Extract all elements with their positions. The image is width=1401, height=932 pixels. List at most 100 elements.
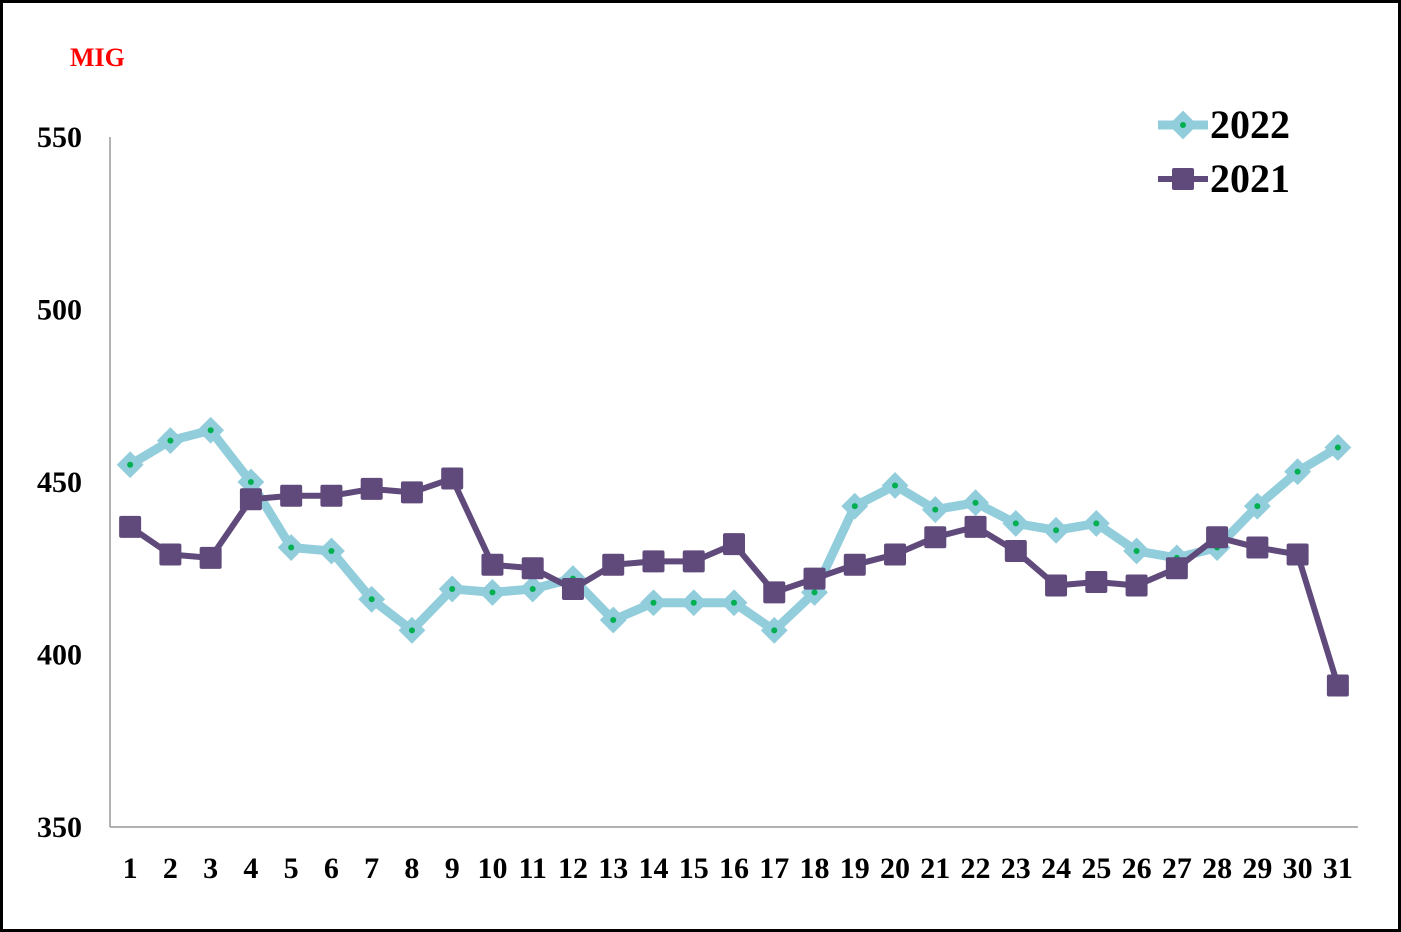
data-point <box>320 484 343 507</box>
y-tick-label: 450 <box>37 466 82 499</box>
data-point-dot <box>932 506 939 513</box>
data-point <box>561 577 584 600</box>
data-point <box>521 557 544 580</box>
x-tick-label: 5 <box>284 852 299 885</box>
data-point <box>1125 574 1148 597</box>
data-point <box>199 546 222 569</box>
x-tick-label: 6 <box>324 852 339 885</box>
data-point <box>481 553 504 576</box>
data-point-dot <box>811 589 818 596</box>
data-point <box>239 488 262 511</box>
data-point <box>964 515 987 538</box>
data-point <box>1165 557 1188 580</box>
data-point-dot <box>731 599 737 606</box>
data-point <box>642 550 665 573</box>
x-tick-label: 3 <box>203 852 218 885</box>
data-point <box>1085 571 1108 594</box>
y-tick-label: 550 <box>37 121 82 154</box>
x-tick-label: 10 <box>477 852 507 885</box>
data-point <box>1286 543 1309 566</box>
data-point-dot <box>408 627 415 634</box>
x-tick-label: 24 <box>1041 852 1071 885</box>
x-tick-label: 23 <box>1001 852 1031 885</box>
x-tick-label: 11 <box>519 852 547 885</box>
data-point-dot <box>1012 520 1019 527</box>
y-tick-label: 400 <box>37 639 82 672</box>
data-point-dot <box>1334 444 1341 451</box>
x-tick-label: 28 <box>1202 852 1232 885</box>
data-point-dot <box>449 585 456 592</box>
data-point <box>441 467 464 490</box>
x-tick-label: 7 <box>364 852 379 885</box>
data-point-dot <box>1294 468 1301 475</box>
data-point-dot <box>489 589 496 596</box>
data-point-dot <box>207 427 214 434</box>
data-point-dot <box>650 599 657 606</box>
legend-label: 2022 <box>1210 102 1290 147</box>
data-point <box>159 543 182 566</box>
data-point <box>884 543 907 566</box>
x-tick-label: 27 <box>1162 852 1192 885</box>
data-point <box>924 526 947 549</box>
x-tick-label: 17 <box>759 852 789 885</box>
data-point-dot <box>892 482 899 489</box>
x-tick-label: 16 <box>719 852 749 885</box>
data-point <box>1326 674 1349 697</box>
data-point-dot <box>851 503 858 510</box>
x-tick-label: 19 <box>840 852 870 885</box>
data-point-dot <box>1053 527 1060 534</box>
x-tick-label: 4 <box>243 852 258 885</box>
chart-title: MIG <box>70 43 125 72</box>
data-point-dot <box>127 461 134 468</box>
data-point-dot <box>167 437 174 444</box>
data-point-dot <box>771 627 778 634</box>
legend-marker <box>1172 168 1194 190</box>
data-point <box>119 515 142 538</box>
data-point <box>763 581 786 604</box>
data-point <box>723 533 745 556</box>
data-point-dot <box>328 548 335 554</box>
data-point <box>602 553 625 576</box>
data-point <box>843 553 866 576</box>
x-tick-label: 14 <box>638 852 668 885</box>
x-tick-label: 22 <box>961 852 991 885</box>
data-point-dot <box>1133 548 1140 554</box>
legend-label: 2021 <box>1210 156 1290 201</box>
x-tick-label: 1 <box>123 852 138 885</box>
x-tick-label: 31 <box>1323 852 1353 885</box>
x-tick-label: 12 <box>558 852 588 885</box>
x-tick-label: 25 <box>1081 852 1111 885</box>
y-tick-label: 350 <box>37 811 82 844</box>
data-point-dot <box>690 599 697 606</box>
data-point-dot <box>288 544 295 551</box>
y-tick-label: 500 <box>37 294 82 327</box>
x-tick-label: 13 <box>598 852 628 885</box>
data-point-dot <box>972 499 979 506</box>
x-tick-label: 29 <box>1242 852 1272 885</box>
x-tick-label: 26 <box>1122 852 1152 885</box>
data-point <box>360 477 383 500</box>
data-point-dot <box>529 585 536 592</box>
x-tick-label: 9 <box>445 852 460 885</box>
x-tick-label: 20 <box>880 852 910 885</box>
data-point-dot <box>368 596 375 603</box>
data-point <box>682 550 705 573</box>
x-tick-label: 8 <box>404 852 419 885</box>
data-point <box>280 484 303 507</box>
data-point <box>400 481 423 504</box>
data-point-dot <box>610 617 617 623</box>
data-point <box>1246 536 1269 559</box>
data-point-dot <box>1093 520 1100 527</box>
data-point <box>803 567 826 590</box>
data-point-dot <box>1254 503 1261 510</box>
legend-marker-dot <box>1180 122 1186 128</box>
data-point <box>1045 574 1068 597</box>
x-tick-label: 15 <box>679 852 709 885</box>
x-tick-label: 21 <box>920 852 950 885</box>
data-point <box>1206 526 1229 549</box>
x-tick-label: 18 <box>800 852 830 885</box>
x-tick-label: 2 <box>163 852 178 885</box>
